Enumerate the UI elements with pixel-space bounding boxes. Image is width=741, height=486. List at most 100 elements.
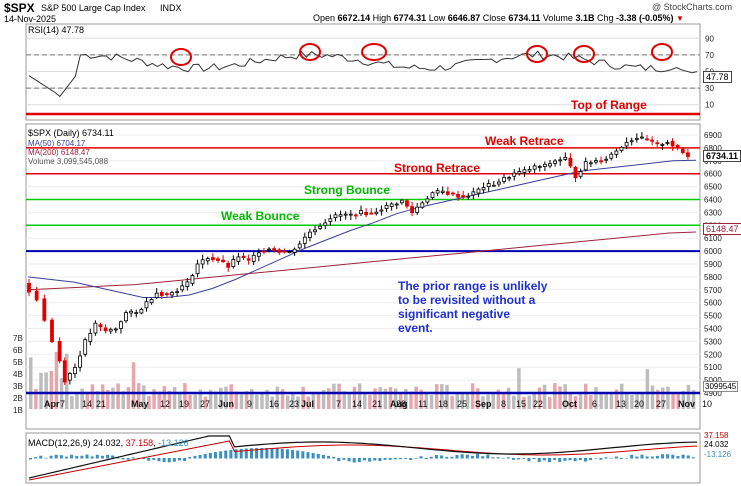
candle-body	[634, 138, 639, 140]
x-axis-label: 16	[269, 399, 279, 409]
macd-signal-line	[28, 440, 698, 481]
price-tick-label: 4900	[704, 389, 722, 398]
x-axis-label: 23	[289, 399, 299, 409]
candle-body	[73, 367, 77, 375]
macd-value-2: 37.158	[125, 438, 154, 448]
candle-body	[267, 248, 271, 251]
chg-down-icon: ▼	[676, 14, 684, 23]
volume-bar	[635, 392, 639, 409]
candle-body	[369, 212, 374, 215]
volume-bar	[481, 396, 485, 409]
volume-value: 3.1B	[575, 13, 595, 23]
volume-bar	[409, 391, 413, 409]
candle-body	[292, 248, 297, 253]
candle-body	[614, 150, 619, 155]
candle-body	[165, 293, 169, 296]
candle-body	[231, 259, 236, 267]
volume-bar	[414, 386, 418, 409]
volume-bar	[676, 393, 680, 409]
annotation-top-of-range: Top of Range	[571, 98, 647, 112]
candle-body	[670, 141, 675, 147]
macd-histogram-bar	[213, 452, 217, 459]
ohlc-row: Open 6672.14 High 6774.31 Low 6646.87 Cl…	[313, 13, 684, 23]
candle-body	[272, 248, 277, 252]
candle-body	[195, 263, 200, 275]
annotation-note: The prior range is unlikely to be revisi…	[398, 279, 547, 335]
ma50-line	[27, 159, 697, 298]
candle-body	[57, 340, 62, 362]
candle-body	[216, 258, 220, 261]
volume-bar	[589, 394, 593, 409]
price-tick-label: 5500	[704, 312, 722, 321]
candle-body	[134, 312, 139, 314]
x-axis-label: 6	[592, 399, 597, 409]
chart-exchange: INDX	[160, 3, 182, 13]
macd-value-1: 24.032	[93, 438, 121, 448]
macd-histogram-bar	[327, 455, 331, 459]
macd-histogram-bar	[537, 458, 541, 462]
macd-histogram-bar	[260, 448, 264, 459]
candle-body	[650, 139, 655, 142]
candle-body	[262, 250, 266, 253]
volume-bar	[244, 391, 249, 409]
macd-histogram-bar	[625, 458, 629, 459]
volume-bar	[666, 386, 670, 409]
legend-ma200: MA(200) 6148.47	[28, 148, 90, 157]
x-axis-label: 14	[352, 399, 362, 409]
x-axis-label: 7	[60, 399, 65, 409]
price-tick-label: 6900	[704, 131, 722, 140]
macd-histogram-bar	[44, 457, 48, 459]
candle-body	[461, 195, 466, 198]
volume-bar	[100, 384, 105, 409]
volume-bar	[599, 393, 603, 409]
volume-tick-label: 6B	[13, 346, 23, 355]
candle-body	[430, 192, 435, 198]
candle-body	[226, 262, 231, 268]
candle-body	[502, 177, 506, 182]
candle-body	[139, 309, 144, 314]
candle-body	[343, 213, 348, 216]
macd-panel-frame	[25, 432, 701, 484]
volume-bar	[80, 388, 84, 409]
macd-histogram-bar	[296, 450, 300, 459]
macd-histogram-bar	[522, 458, 526, 459]
candle-body	[302, 236, 307, 244]
volume-bar	[342, 391, 346, 409]
macd-histogram-bar	[357, 458, 361, 463]
x-axis-label: Aug	[390, 399, 408, 409]
x-axis-label: 21	[372, 399, 382, 409]
candle-body	[236, 256, 241, 262]
candle-body	[119, 321, 123, 329]
price-tick-label: 5600	[704, 299, 722, 308]
macd-histogram-bar	[465, 454, 469, 459]
volume-bar	[321, 390, 326, 409]
candle-body	[170, 292, 174, 296]
candle-body	[185, 281, 190, 287]
macd-histogram-bar	[219, 451, 223, 459]
volume-bar	[131, 362, 136, 409]
volume-bar	[532, 392, 537, 409]
x-axis-label: 27	[200, 399, 210, 409]
x-axis-label: Jun	[218, 399, 234, 409]
candle-body	[159, 291, 164, 296]
volume-bar	[625, 392, 629, 409]
candle-body	[154, 292, 159, 298]
note-line-2: to be revisited without a	[398, 293, 536, 307]
candle-body	[486, 183, 491, 188]
volume-bar	[578, 391, 583, 409]
volume-bar	[255, 394, 259, 409]
macd-badge-2: 24.032	[704, 440, 729, 449]
candle-body	[364, 211, 369, 216]
low-label: Low	[428, 13, 446, 23]
chart-symbol: $SPX	[4, 1, 35, 15]
macd-histogram-bar	[147, 458, 151, 461]
annotation-strong-bounce: Strong Bounce	[304, 183, 390, 197]
macd-histogram-bar	[558, 458, 562, 462]
rsi-overbought-circle	[170, 48, 192, 66]
macd-histogram-bar	[532, 458, 536, 460]
macd-histogram-bar	[666, 454, 670, 459]
volume-bar	[327, 388, 331, 409]
macd-histogram-bar	[573, 458, 577, 462]
candle-body	[640, 136, 644, 139]
macd-histogram-bar	[306, 452, 310, 459]
